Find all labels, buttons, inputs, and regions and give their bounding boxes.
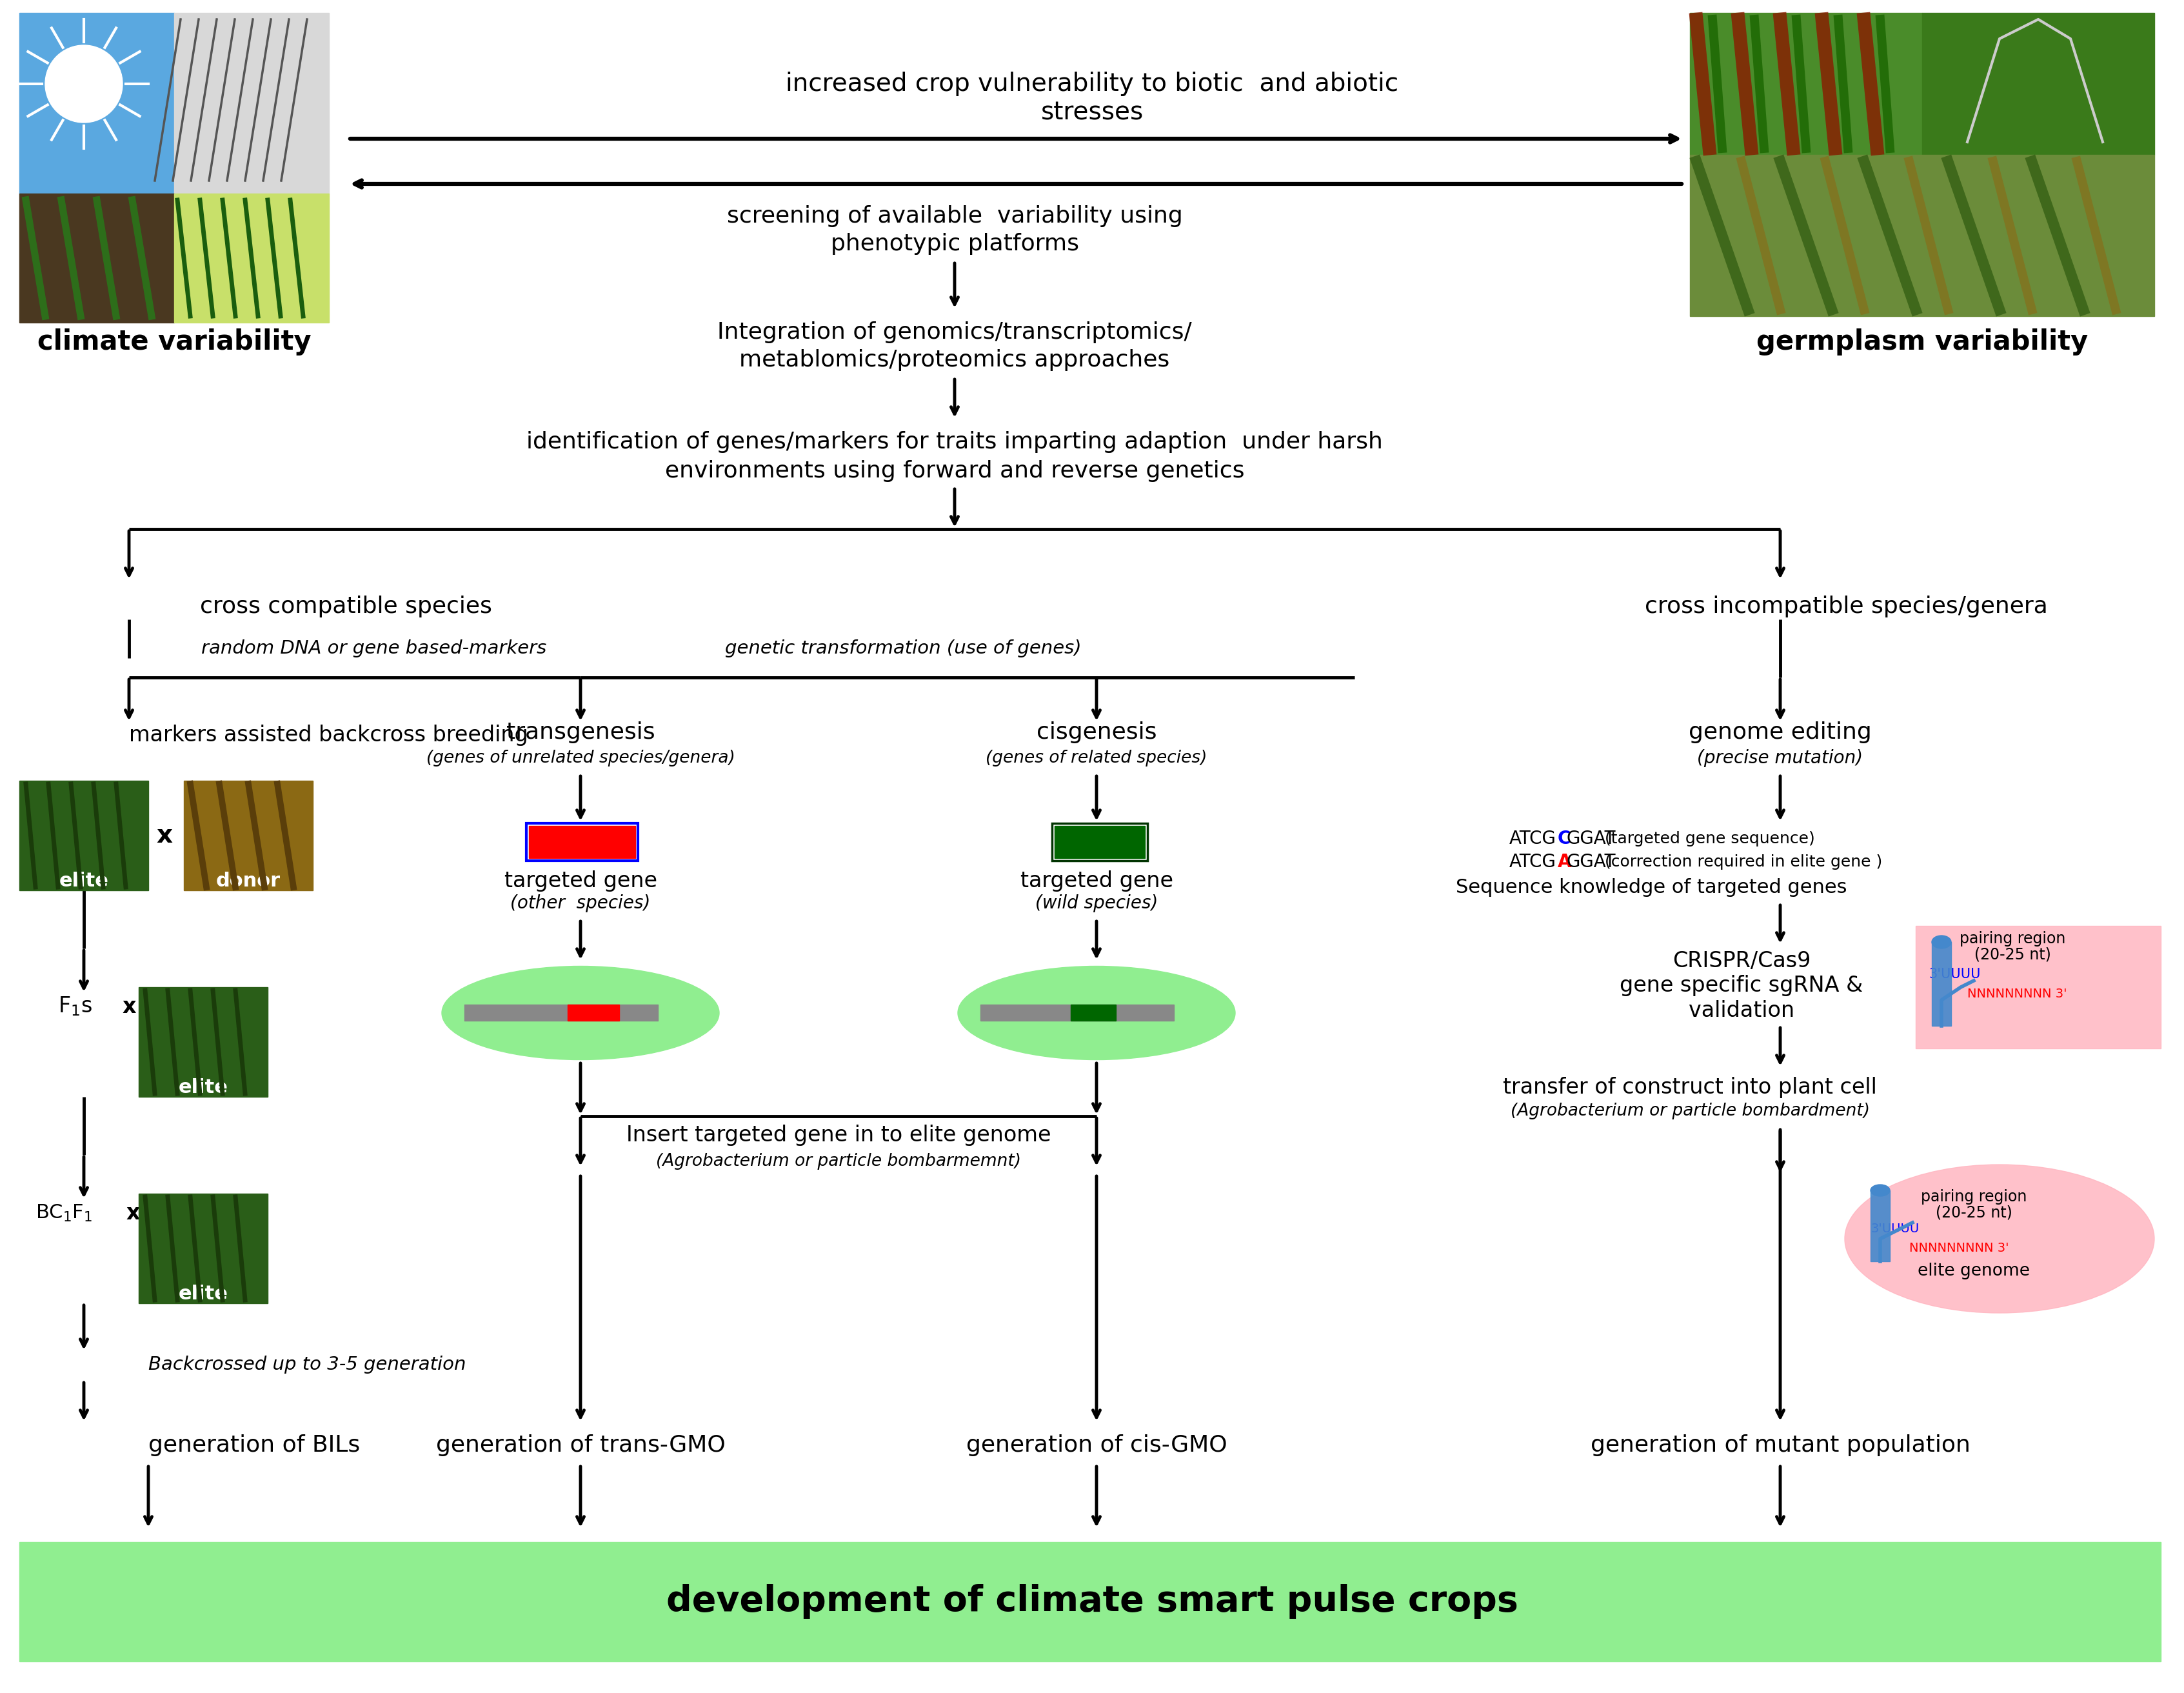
Bar [183,780,312,891]
Text: targeted gene: targeted gene [505,870,657,891]
Text: genetic transformation (use of genes): genetic transformation (use of genes) [725,640,1081,657]
Bar [529,826,636,858]
Text: targeted gene: targeted gene [1020,870,1173,891]
Bar [20,1542,2160,1661]
Text: screening of available  variability using: screening of available variability using [727,205,1182,227]
Text: GGAT: GGAT [1566,830,1616,848]
Text: Integration of genomics/transcriptomics/: Integration of genomics/transcriptomics/ [716,322,1192,344]
Text: elite: elite [59,872,109,891]
Text: x: x [127,1202,140,1224]
Text: cross incompatible species/genera: cross incompatible species/genera [1645,596,2049,618]
Ellipse shape [959,967,1236,1060]
Bar [1690,14,1922,154]
Text: cisgenesis: cisgenesis [1037,721,1158,743]
Text: genome editing: genome editing [1688,721,1872,743]
Bar [1915,926,2160,1048]
Text: (wild species): (wild species) [1035,894,1158,913]
Text: F$_1$s: F$_1$s [59,995,92,1017]
Text: development of climate smart pulse crops: development of climate smart pulse crops [666,1585,1518,1619]
Text: 3'UUUU: 3'UUUU [1870,1222,1920,1236]
Text: generation of BILs: generation of BILs [149,1434,360,1456]
Text: identification of genes/markers for traits imparting adaption  under harsh: identification of genes/markers for trai… [526,432,1382,454]
Bar [465,1004,657,1021]
Text: NNNNNNNNN 3': NNNNNNNNN 3' [1968,987,2066,1001]
Text: CRISPR/Cas9: CRISPR/Cas9 [1673,951,1811,972]
Text: increased crop vulnerability to biotic  and abiotic: increased crop vulnerability to biotic a… [786,71,1398,97]
Text: (Agrobacterium or particle bombardment): (Agrobacterium or particle bombardment) [1511,1102,1870,1119]
Text: Insert targeted gene in to elite genome: Insert targeted gene in to elite genome [627,1124,1051,1146]
Bar [138,1194,269,1304]
Bar [526,823,638,860]
Text: generation of cis-GMO: generation of cis-GMO [965,1434,1227,1456]
Text: pairing region: pairing region [1959,931,2066,946]
Bar [1922,14,2153,154]
Text: validation: validation [1688,1001,1795,1021]
Text: ATCG: ATCG [1509,853,1557,870]
Bar [20,14,175,193]
Text: donor: donor [216,872,280,891]
Text: C: C [1557,830,1570,848]
Text: germplasm variability: germplasm variability [1756,328,2088,356]
Text: NNNNNNNNN 3': NNNNNNNNN 3' [1909,1243,2009,1255]
Bar [1870,1190,1889,1261]
Text: markers assisted backcross breeding: markers assisted backcross breeding [129,725,529,747]
Text: (genes of related species): (genes of related species) [985,750,1208,767]
Text: (genes of unrelated species/genera): (genes of unrelated species/genera) [426,750,734,767]
Text: x: x [157,823,173,848]
Ellipse shape [1933,936,1950,948]
Bar [20,193,175,323]
Text: 3'UUUU: 3'UUUU [1928,968,1981,980]
Text: cross compatible species: cross compatible species [201,596,491,618]
Text: stresses: stresses [1040,100,1144,125]
Text: GGAT: GGAT [1566,853,1616,870]
Text: metablomics/proteomics approaches: metablomics/proteomics approaches [740,349,1171,371]
Bar [1055,826,1144,858]
Text: (precise mutation): (precise mutation) [1697,748,1863,767]
Bar [1690,154,2153,317]
Text: x: x [122,995,135,1017]
Bar [20,780,149,891]
Text: A: A [1557,853,1572,870]
Text: phenotypic platforms: phenotypic platforms [830,234,1079,256]
Text: pairing region: pairing region [1920,1188,2027,1205]
Ellipse shape [441,967,719,1060]
Text: generation of mutant population: generation of mutant population [1590,1434,1970,1456]
Text: elite: elite [179,1285,227,1304]
Text: gene specific sgRNA &: gene specific sgRNA & [1621,975,1863,997]
Bar [138,987,269,1097]
Bar [1070,1004,1116,1021]
Bar [981,1004,1175,1021]
Text: elite: elite [179,1078,227,1097]
Text: ATCG: ATCG [1509,830,1557,848]
Ellipse shape [1870,1185,1889,1197]
Text: (Agrobacterium or particle bombarmemnt): (Agrobacterium or particle bombarmemnt) [655,1153,1022,1170]
Bar [568,1004,620,1021]
Text: (20-25 nt): (20-25 nt) [1935,1205,2011,1221]
Text: (correction required in elite gene ): (correction required in elite gene ) [1599,855,1883,870]
Text: Backcrossed up to 3-5 generation: Backcrossed up to 3-5 generation [149,1356,465,1373]
Text: elite genome: elite genome [1918,1263,2029,1280]
Text: (targeted gene sequence): (targeted gene sequence) [1599,831,1815,846]
Text: transfer of construct into plant cell: transfer of construct into plant cell [1503,1077,1876,1097]
Text: Sequence knowledge of targeted genes: Sequence knowledge of targeted genes [1455,877,1848,897]
Bar [175,193,330,323]
Ellipse shape [1845,1165,2153,1314]
Text: (20-25 nt): (20-25 nt) [1974,946,2051,963]
Text: transgenesis: transgenesis [507,721,655,743]
Text: generation of trans-GMO: generation of trans-GMO [437,1434,725,1456]
Text: BC$_1$F$_1$: BC$_1$F$_1$ [35,1204,92,1222]
Bar [1053,823,1147,860]
Bar [175,14,330,193]
Circle shape [46,46,122,122]
Text: environments using forward and reverse genetics: environments using forward and reverse g… [664,460,1245,483]
Text: (other  species): (other species) [511,894,651,913]
Text: climate variability: climate variability [37,328,310,356]
Text: random DNA or gene based-markers: random DNA or gene based-markers [201,640,546,657]
Bar [1933,941,1950,1026]
